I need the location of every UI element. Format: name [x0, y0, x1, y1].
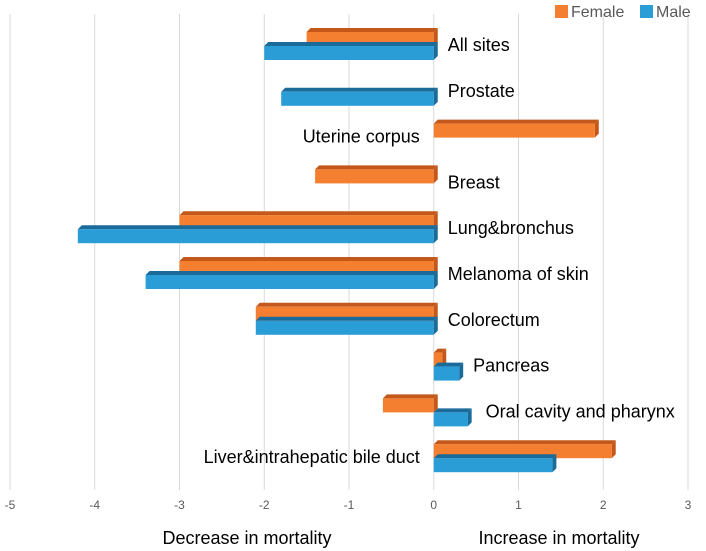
- bar-male-0-side: [433, 42, 438, 60]
- bar-male-4-top: [77, 225, 438, 230]
- bar-male-5-side: [433, 271, 438, 289]
- bar-male-0-face: [264, 46, 434, 60]
- bar-male-9-top: [433, 454, 557, 459]
- bar-female-9-top: [433, 440, 616, 445]
- x-tick-label: -5: [5, 498, 16, 512]
- bar-female-2-top: [433, 119, 599, 124]
- legend-label-female: Female: [571, 4, 624, 21]
- x-tick-label: -2: [259, 498, 270, 512]
- bar-male-1: [281, 87, 438, 106]
- x-axis-title-left: Decrease in mortality: [162, 528, 331, 548]
- bar-male-7-face: [433, 366, 460, 381]
- bar-female-7-side: [442, 348, 447, 367]
- x-tick-label: 3: [685, 498, 692, 512]
- category-label: Melanoma of skin: [448, 264, 589, 284]
- category-label: Liver&intrahepatic bile duct: [204, 447, 420, 467]
- bar-female-0-top: [306, 28, 438, 32]
- bar-female-2: [433, 119, 599, 138]
- bars: [77, 28, 616, 473]
- bar-male-9-face: [433, 458, 553, 473]
- bar-male-6-top: [255, 316, 438, 321]
- legend: Female Male: [555, 4, 691, 21]
- bar-female-3-side: [433, 165, 438, 184]
- bar-female-6-top: [255, 302, 438, 307]
- bar-female-9: [433, 440, 616, 459]
- bar-female-8-side: [433, 394, 438, 413]
- bar-male-5-top: [145, 271, 438, 275]
- bar-female-7: [433, 348, 447, 367]
- bar-male-5-face: [145, 275, 434, 289]
- bar-female-2-face: [433, 123, 595, 138]
- bar-male-0-top: [264, 42, 438, 46]
- bar-male-0: [264, 42, 438, 60]
- bar-female-8-face: [382, 398, 434, 413]
- bar-female-8: [382, 394, 438, 413]
- bar-female-8-top: [382, 394, 438, 399]
- bar-female-7-top: [433, 348, 447, 353]
- bar-female-3: [315, 165, 438, 184]
- x-axis-title-right: Increase in mortality: [478, 528, 639, 548]
- bar-male-8-top: [433, 408, 472, 413]
- bar-male-7: [433, 362, 464, 381]
- x-tick-label: 0: [430, 498, 437, 512]
- bar-male-6-side: [433, 316, 438, 335]
- bar-male-9: [433, 454, 557, 473]
- x-tick-label: 2: [600, 498, 607, 512]
- x-tick-label: -1: [344, 498, 355, 512]
- legend-swatch-female: [555, 5, 568, 18]
- category-label: Prostate: [448, 81, 515, 101]
- x-tick-label: 1: [515, 498, 522, 512]
- bar-female-0-side: [433, 28, 438, 46]
- x-tick-labels: -5 -4 -3 -2 -1 0 1 2 3: [5, 498, 692, 512]
- bar-male-8: [433, 408, 472, 427]
- category-label: Pancreas: [473, 356, 549, 376]
- bar-male-4-side: [433, 225, 438, 244]
- x-tick-label: -3: [174, 498, 185, 512]
- bar-female-3-top: [315, 165, 438, 170]
- bar-male-1-side: [433, 87, 438, 106]
- bar-male-7-top: [433, 362, 464, 367]
- bar-male-1-face: [281, 91, 434, 106]
- bar-female-7-face: [433, 352, 443, 367]
- category-label: Uterine corpus: [303, 127, 420, 147]
- bar-female-3-face: [315, 169, 434, 184]
- bar-male-6: [255, 316, 438, 335]
- bar-female-5-top: [179, 257, 438, 261]
- bar-male-7-side: [459, 362, 464, 381]
- bar-female-4-top: [179, 211, 438, 216]
- bar-male-4: [77, 225, 438, 244]
- bar-male-9-side: [552, 454, 557, 473]
- bar-male-8-side: [467, 408, 472, 427]
- bar-female-5-side: [433, 257, 438, 275]
- bar-male-6-face: [255, 320, 434, 335]
- bar-male-5: [145, 271, 438, 289]
- bar-female-9-side: [611, 440, 616, 459]
- bar-male-1-top: [281, 87, 438, 92]
- bar-female-4-side: [433, 211, 438, 230]
- x-tick-label: -4: [89, 498, 100, 512]
- category-label: All sites: [448, 35, 510, 55]
- category-label: Breast: [448, 172, 500, 192]
- legend-swatch-male: [640, 5, 653, 18]
- bar-female-2-side: [594, 119, 599, 138]
- bar-male-4-face: [77, 229, 434, 244]
- category-labels: All sites Prostate Uterine corpus Breast Lun…: [204, 35, 675, 467]
- category-label: Colorectum: [448, 310, 540, 330]
- bar-female-6-side: [433, 302, 438, 321]
- legend-label-male: Male: [656, 4, 691, 21]
- category-label: Lung&bronchus: [448, 218, 574, 238]
- bar-male-8-face: [433, 412, 468, 427]
- category-label: Oral cavity and pharynx: [486, 401, 675, 421]
